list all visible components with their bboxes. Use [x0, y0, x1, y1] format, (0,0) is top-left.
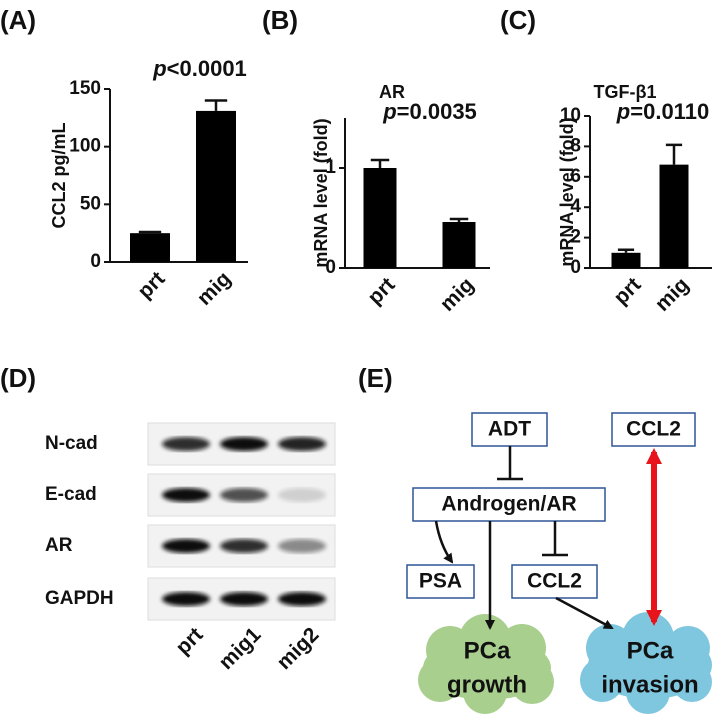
western-blot: N-cad E-cad AR GAPDH prt mig1 mig2 — [45, 422, 336, 674]
p-value: p<0.0001 — [152, 56, 247, 81]
y-tick-label: 4 — [570, 196, 581, 217]
node-box — [471, 412, 548, 447]
p-text: <0.0001 — [167, 56, 247, 81]
p-value: p=0.0110 — [616, 99, 709, 124]
inhibit-edge — [497, 446, 523, 481]
node-label: PSA — [419, 570, 462, 593]
band — [278, 539, 326, 553]
node-box — [611, 412, 696, 447]
lane-label: mig2 — [273, 623, 324, 674]
node-box — [406, 564, 475, 599]
band — [220, 539, 268, 553]
chart-title: TGF-β1 — [594, 82, 657, 102]
band — [278, 437, 326, 451]
p-text: =0.0035 — [397, 99, 477, 124]
node-label: ADT — [488, 418, 531, 441]
error-bar — [665, 143, 683, 165]
y-tick-label: 6 — [570, 166, 581, 187]
bar — [130, 233, 170, 262]
row-label: AR — [45, 535, 73, 556]
node-label: Androgen/AR — [441, 493, 576, 516]
band — [162, 592, 210, 606]
x-tick-label: prt — [609, 273, 645, 309]
panel-label: (C) — [500, 5, 536, 35]
x-tick-label: mig — [436, 273, 479, 316]
node-label: CCL2 — [626, 418, 681, 441]
panel-label: (D) — [0, 363, 36, 393]
band — [278, 592, 326, 606]
band — [162, 488, 210, 502]
y-tick-label: 0 — [90, 251, 101, 272]
band — [220, 437, 268, 451]
error-bar — [617, 248, 635, 253]
p-symbol: p — [152, 56, 166, 81]
chart-title: AR — [379, 82, 405, 102]
row-label: GAPDH — [45, 588, 114, 609]
error-bar — [370, 158, 390, 168]
y-tick-label: 0 — [325, 257, 336, 278]
lane-label: mig1 — [215, 623, 266, 674]
error-bar — [138, 230, 162, 234]
p-symbol: p — [382, 99, 396, 124]
cloud-label: PCa — [627, 637, 674, 664]
bar — [196, 110, 236, 262]
band — [220, 592, 268, 606]
panel-label: (B) — [262, 5, 298, 35]
y-tick-label: 2 — [570, 227, 581, 248]
edge — [555, 596, 614, 630]
band — [162, 437, 210, 451]
bar-chart: 0 2 4 6 8 10 prt mig mRNA level (fold) TGF-β1p=0.… — [557, 82, 712, 316]
p-symbol: p — [616, 99, 630, 124]
edge — [434, 520, 454, 564]
bar-chart: 0 1 prt mig mRNA level (fold) ARp=0.0035 — [311, 82, 490, 316]
bar — [442, 222, 476, 268]
node-box — [511, 564, 598, 599]
y-axis-label: mRNA level (fold) — [557, 117, 577, 266]
cloud-growth — [418, 614, 554, 714]
node-box — [412, 487, 606, 522]
y-tick-label: 0 — [570, 257, 581, 278]
row-label: E-cad — [45, 484, 97, 505]
y-tick-label: 1 — [325, 157, 336, 178]
panel-label: (A) — [0, 5, 36, 35]
x-tick-label: prt — [363, 273, 399, 309]
error-bar — [204, 99, 228, 111]
x-tick-label: mig — [193, 267, 236, 310]
x-tick-label: mig — [651, 273, 694, 316]
cloud-label: PCa — [464, 637, 511, 664]
panel-label: (E) — [358, 363, 393, 393]
y-axis-label: mRNA level (fold) — [311, 118, 331, 267]
diagram: PCa growth PCa invasion ADT CCL2 Androge… — [406, 412, 712, 714]
row-label: N-cad — [45, 433, 98, 454]
y-tick-label: 50 — [80, 193, 101, 214]
cloud-invasion — [580, 612, 712, 714]
bar — [659, 164, 689, 268]
lane-label: prt — [171, 623, 207, 659]
cloud-label: invasion — [601, 671, 698, 698]
p-value: p=0.0035 — [382, 99, 477, 124]
band — [278, 488, 326, 502]
inhibit-edge — [542, 521, 568, 557]
band — [220, 488, 268, 502]
y-tick-label: 8 — [570, 135, 581, 156]
cloud-label: growth — [447, 671, 527, 698]
y-tick-label: 10 — [560, 105, 581, 126]
bar-chart: 0 50 100 150 prt mig CCL2 pg/mL p<0.0001 — [49, 56, 248, 310]
y-axis-label: CCL2 pg/mL — [49, 122, 69, 228]
x-tick-label: prt — [133, 267, 169, 303]
bar — [611, 252, 641, 268]
y-tick-label: 100 — [69, 136, 101, 157]
p-text: =0.0110 — [630, 99, 709, 124]
band — [162, 539, 210, 553]
node-label: CCL2 — [527, 570, 582, 593]
bar — [363, 168, 397, 268]
error-bar — [449, 217, 469, 222]
y-tick-label: 150 — [69, 78, 101, 99]
